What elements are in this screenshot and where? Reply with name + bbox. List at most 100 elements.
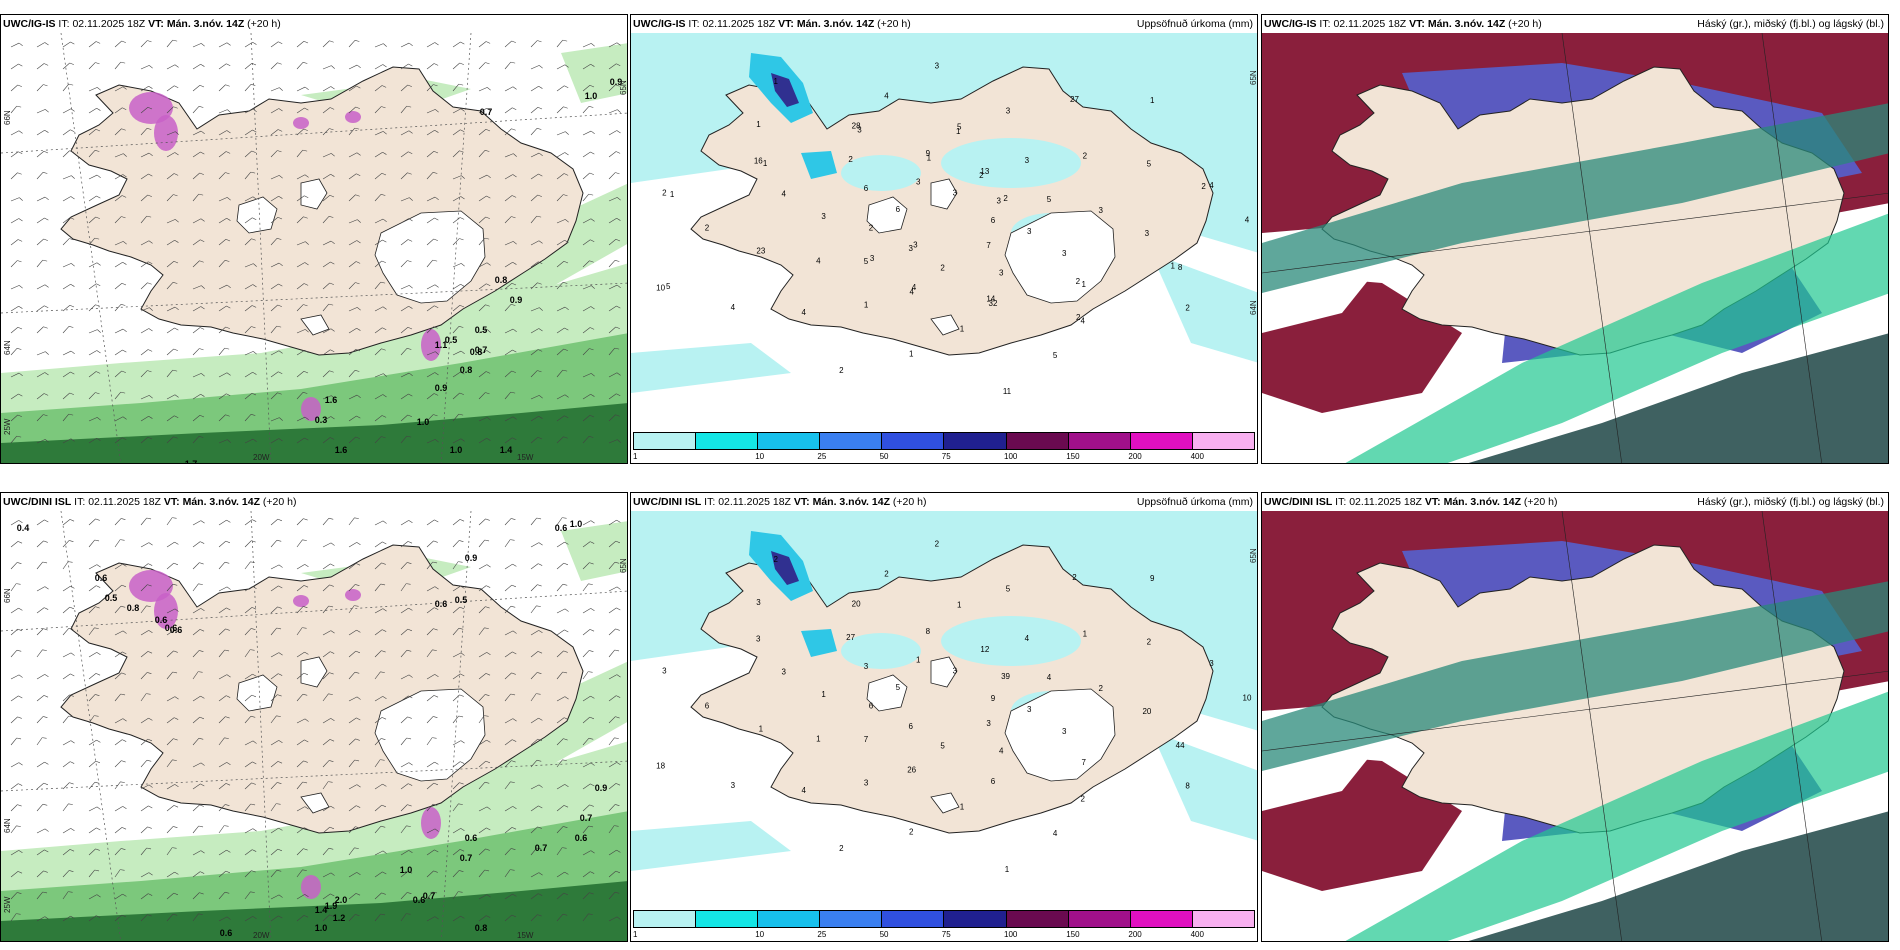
precip-amount-label: 4 bbox=[802, 786, 807, 795]
scale-label: 400 bbox=[1190, 930, 1204, 939]
heavy-precip-area bbox=[345, 111, 361, 123]
precip-value-label: 1.6 bbox=[335, 445, 348, 455]
map-title: Uppsöfnuð úrkoma (mm) bbox=[1136, 18, 1253, 30]
precip-amount-label: 3 bbox=[935, 61, 940, 70]
precip-amount-label: 3 bbox=[953, 667, 958, 676]
map-canvas: 0.4 0.6 1.00.90.50.60.60.50.80.60.60.60.90… bbox=[1, 511, 627, 941]
precip-amount-label: 28 bbox=[852, 121, 861, 130]
precip-amount-label: 2 bbox=[1081, 794, 1086, 803]
precip-amount-label: 3 bbox=[1006, 106, 1011, 115]
scale-label: 1 bbox=[633, 452, 638, 461]
precip-value-label: 0.7 bbox=[535, 843, 548, 853]
precip-value-label: 0.9 bbox=[610, 77, 623, 87]
precip-amount-label: 3 bbox=[1062, 727, 1067, 736]
scale-label: 200 bbox=[1128, 452, 1142, 461]
precip-amount-label: 6 bbox=[869, 701, 874, 710]
map-title: Háský (gr.), miðský (fj.bl.) og lágský (… bbox=[1697, 18, 1884, 30]
precip-amount-label: 3 bbox=[1062, 249, 1067, 258]
precip-amount-label: 16 bbox=[754, 157, 763, 166]
precip-amount-label: 44 bbox=[1176, 741, 1185, 750]
precip-amount-label: 4 bbox=[1209, 181, 1214, 190]
lat-tick-label: 64N bbox=[1249, 300, 1258, 315]
precip-amount-label: 3 bbox=[986, 719, 991, 728]
heavy-precip-area bbox=[154, 115, 178, 151]
wind-precip-map-igis: UWC/IG-IS IT: 02.11.2025 18Z VT: Mán. 3.… bbox=[0, 14, 628, 464]
precip-amount-label: 3 bbox=[756, 598, 761, 607]
precip-amount-label: 5 bbox=[1147, 160, 1152, 169]
lat-tick-label: 65N bbox=[619, 558, 628, 573]
lat-tick-label: 65N bbox=[1249, 548, 1258, 563]
precip-amount-label: 1 bbox=[1083, 630, 1088, 639]
precip-amount-label: 1 bbox=[1082, 280, 1087, 289]
precip-amount-label: 2 bbox=[979, 171, 984, 180]
lat-tick-label: 64N bbox=[3, 818, 12, 833]
glacier bbox=[930, 656, 958, 688]
map-header: UWC/IG-IS IT: 02.11.2025 18Z VT: Mán. 3.… bbox=[631, 15, 1257, 33]
precip-amount-label: 3 bbox=[1025, 156, 1030, 165]
precip-amount-label: 18 bbox=[656, 762, 665, 771]
map-header: UWC/DINI ISL IT: 02.11.2025 18Z VT: Mán.… bbox=[1, 493, 627, 511]
precip-amount-label: 2 bbox=[869, 223, 874, 232]
precip-amount-label: 2 bbox=[839, 844, 844, 853]
precip-amount-label: 1 bbox=[759, 725, 764, 734]
cloud-band bbox=[1262, 103, 1888, 293]
precip-amount-label: 3 bbox=[864, 778, 869, 787]
scale-swatch bbox=[1130, 433, 1193, 449]
precip-amount-label: 7 bbox=[864, 735, 869, 744]
precip-amount-label: 1 bbox=[957, 601, 962, 610]
precip-value-label: 1.0 bbox=[570, 519, 583, 529]
precip-value-label: 0.3 bbox=[315, 415, 328, 425]
scale-swatch bbox=[696, 911, 759, 927]
precip-value-label: 1.0 bbox=[400, 865, 413, 875]
precip-value-label: 0.4 bbox=[17, 523, 30, 533]
glacier bbox=[930, 314, 960, 336]
precip-amount-label: 3 bbox=[1027, 705, 1032, 714]
heavy-precip-area bbox=[421, 807, 441, 839]
precip-amount-label: 5 bbox=[940, 742, 945, 751]
glacier bbox=[1004, 210, 1116, 304]
precip-amount-label: 1 bbox=[816, 734, 821, 743]
precip-value-label: 0.6 bbox=[170, 625, 183, 635]
scale-swatch bbox=[758, 433, 821, 449]
precip-amount-label: 3 bbox=[821, 212, 826, 221]
map-canvas bbox=[1262, 33, 1888, 463]
scale-swatch bbox=[944, 911, 1007, 927]
precip-amount-label: 2 bbox=[1076, 277, 1081, 286]
glacier bbox=[374, 688, 486, 782]
precip-value-label: 0.5 bbox=[475, 325, 488, 335]
precip-amount-label: 6 bbox=[896, 205, 901, 214]
precip-amount-label: 3 bbox=[662, 667, 667, 676]
precip-amount-label: 3 bbox=[913, 241, 918, 250]
low-cloud-area bbox=[1468, 811, 1888, 941]
precip-amount-label: 2 bbox=[1003, 194, 1008, 203]
precip-amount-label: 4 bbox=[1025, 634, 1030, 643]
precip-value-label: 1.2 bbox=[333, 913, 346, 923]
precip-value-label: 1.4 bbox=[315, 905, 328, 915]
precip-amount-label: 4 bbox=[999, 746, 1004, 755]
precip-value-label: 1.9 bbox=[325, 901, 338, 911]
precip-amount-label: 1 bbox=[909, 350, 914, 359]
precip-amount-label: 3 bbox=[1145, 229, 1150, 238]
precip-value-label: 0.7 bbox=[460, 853, 473, 863]
precip-value-label: 0.9 bbox=[435, 383, 448, 393]
scale-swatch bbox=[634, 433, 697, 449]
precip-amount-label: 2 bbox=[884, 570, 889, 579]
precip-amount-label: 10 bbox=[1243, 694, 1252, 703]
precip-amount-label: 1 bbox=[774, 77, 779, 86]
precip-amount-label: 8 bbox=[1185, 781, 1190, 790]
precip-value-label: 0.9 bbox=[465, 553, 478, 563]
scale-label: 1 bbox=[633, 930, 638, 939]
precip-amount-label: 2 bbox=[774, 555, 779, 564]
precip-amount-label: 2 bbox=[848, 155, 853, 164]
lon-tick-label: 15W bbox=[517, 931, 534, 940]
lat-tick-label: 66N bbox=[3, 588, 12, 603]
precip-amount-label: 1 bbox=[1005, 865, 1010, 874]
precip-amount-label: 2 bbox=[705, 224, 710, 233]
scale-swatch bbox=[1006, 911, 1069, 927]
lat-tick-label: 25W bbox=[3, 896, 12, 913]
lon-tick-label: 20W bbox=[253, 453, 270, 462]
precip-amount-label: 2 bbox=[1076, 313, 1081, 322]
scale-label: 25 bbox=[817, 930, 827, 939]
precip-amount-label: 23 bbox=[756, 247, 765, 256]
precip-amount-label: 6 bbox=[705, 702, 710, 711]
